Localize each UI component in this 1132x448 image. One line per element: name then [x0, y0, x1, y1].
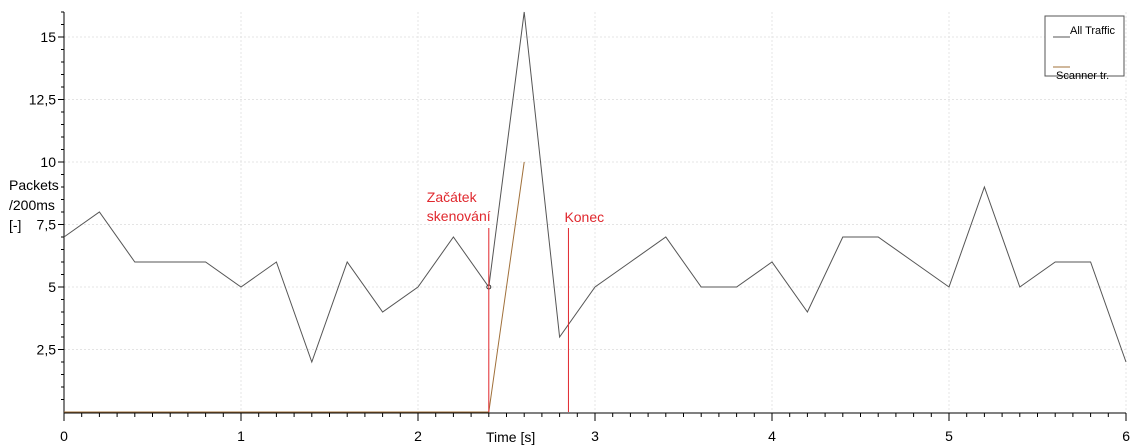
legend-box [1044, 15, 1125, 77]
x-tick-label: 4 [768, 428, 776, 444]
y-tick-label: 12,5 [29, 92, 56, 108]
x-tick-label: 1 [237, 428, 245, 444]
tick-marks [58, 11, 1127, 421]
annotation-text-0: Začátek [427, 189, 478, 205]
annotation-text-0: skenování [427, 208, 491, 224]
y-tick-label: 5 [48, 279, 56, 295]
y-tick-label: 7,5 [37, 217, 57, 233]
y-axis-label-line: Packets [9, 177, 59, 193]
y-axis-label-line: /200ms [9, 197, 55, 213]
x-tick-label: 2 [414, 428, 422, 444]
legend-label-1: Scanner tr. [1056, 70, 1109, 82]
legend: All Traffic Scanner tr. [1044, 15, 1125, 82]
x-axis-label: Time [s] [486, 429, 535, 445]
tick-labels: 0 1 2 3 4 5 6 2,5 5 7,5 10 12,5 15 [29, 29, 1130, 444]
annotations: Začátek skenování Konec [427, 189, 604, 412]
y-axis-label-line: [-] [9, 217, 21, 233]
x-tick-label: 3 [591, 428, 599, 444]
x-tick-label: 5 [945, 428, 953, 444]
x-tick-label: 6 [1122, 428, 1130, 444]
x-tick-label: 0 [60, 428, 68, 444]
y-tick-label: 10 [40, 154, 56, 170]
y-tick-label: 15 [40, 29, 56, 45]
annotation-text-1: Konec [564, 209, 604, 225]
legend-label-0: All Traffic [1070, 25, 1116, 37]
y-axis-label: Packets/200ms [-] [9, 177, 59, 233]
y-tick-label: 2,5 [37, 342, 57, 358]
series-line-0 [63, 11, 1127, 364]
